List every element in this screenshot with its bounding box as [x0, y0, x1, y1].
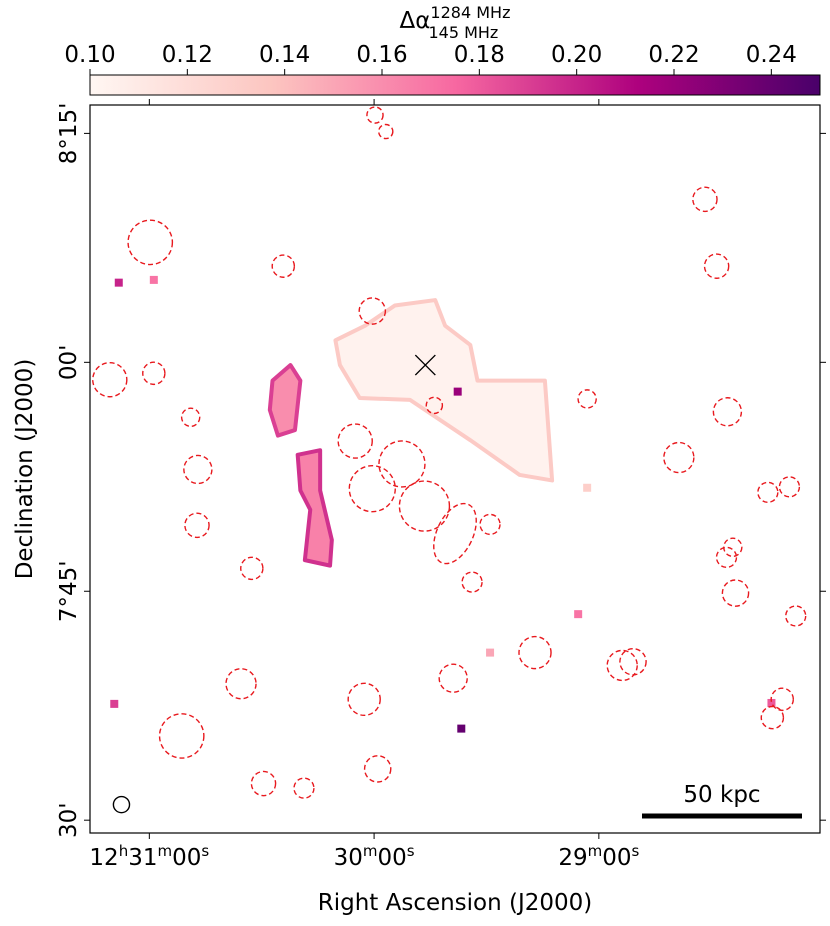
source-circle: [619, 647, 647, 676]
source-circle: [358, 297, 387, 325]
emission-region: [333, 298, 555, 483]
emission-spot: [149, 275, 158, 284]
emission-region: [267, 363, 303, 438]
colorbar-tick-label: 0.18: [454, 42, 505, 68]
source-circle: [723, 537, 743, 558]
source-circle: [293, 777, 315, 799]
emission-spot: [767, 698, 776, 707]
source-circle: [438, 663, 468, 693]
emission-spot: [453, 387, 462, 396]
source-circle: [785, 605, 807, 627]
colorbar-tick-label: 0.16: [356, 42, 407, 68]
source-circle: [142, 361, 166, 386]
emission-spot: [583, 483, 592, 492]
source-circle: [348, 465, 396, 513]
scale-bar-label: 50 kpc: [683, 782, 760, 808]
source-circle: [92, 361, 128, 398]
colorbar-label-sup: 1284 MHz: [430, 3, 510, 22]
emission-spot: [114, 278, 123, 287]
source-circle: [721, 579, 750, 607]
colorbar-label-base: Δα: [400, 8, 431, 34]
source-circle: [692, 186, 718, 213]
y-tick-label: 8°15': [56, 103, 82, 165]
source-circle: [778, 476, 801, 498]
source-circle: [271, 254, 296, 278]
x-tick-label: 12h31m00s: [89, 842, 209, 871]
source-circle: [703, 253, 730, 279]
colorbar-label: Δα1284 MHz 145 MHz: [400, 3, 511, 42]
frame: [89, 104, 821, 834]
source-circle: [712, 397, 743, 427]
source-ellipse: [433, 502, 477, 565]
source-circle: [518, 635, 552, 670]
source-circle: [425, 396, 444, 415]
center-cross: [414, 354, 436, 376]
colorbar-tick-label: 0.12: [162, 42, 213, 68]
map-area: [92, 106, 807, 799]
source-circle: [184, 512, 210, 539]
source-circle: [180, 407, 201, 428]
emission-spot: [574, 610, 583, 619]
y-tick-label: 7°45': [56, 560, 82, 622]
source-circle: [378, 123, 394, 140]
x-tick-label: 30m00s: [334, 842, 415, 871]
y-tick-label: 00': [56, 345, 82, 381]
colorbar-tick-label: 0.22: [648, 42, 699, 68]
x-axis-label: Right Ascension (J2000): [318, 890, 593, 916]
source-circle: [770, 687, 795, 712]
source-circle: [127, 219, 174, 266]
source-circle: [366, 106, 384, 124]
colorbar-tick-label: 0.10: [64, 42, 115, 68]
colorbar-label-sub: 145 MHz: [428, 23, 498, 42]
source-circle: [461, 571, 483, 593]
emission-spot: [110, 699, 119, 708]
source-circle: [760, 705, 785, 730]
colorbar: [89, 74, 821, 96]
source-circle: [479, 513, 501, 536]
source-circle: [663, 441, 695, 474]
source-circle: [337, 423, 373, 459]
source-circle: [363, 755, 392, 783]
source-circle: [378, 440, 426, 488]
beam: [112, 795, 131, 814]
colorbar-tick-label: 0.24: [746, 42, 797, 68]
colorbar-tick-label: 0.14: [259, 42, 310, 68]
emission-region: [295, 448, 334, 568]
source-circle: [577, 389, 597, 409]
source-circle: [715, 546, 738, 569]
source-circle: [347, 682, 381, 717]
source-circle: [606, 649, 638, 682]
source-circle: [250, 770, 277, 797]
source-circle: [183, 454, 213, 485]
y-axis-label: Declination (J2000): [12, 359, 38, 580]
source-circle: [225, 668, 257, 700]
x-tick-label: 29m00s: [558, 842, 639, 871]
source-circle: [398, 480, 451, 532]
source-circle: [158, 713, 205, 759]
emission-spot: [486, 648, 495, 657]
source-circle: [757, 481, 779, 504]
colorbar-tick-label: 0.20: [551, 42, 602, 68]
source-circle: [240, 556, 264, 581]
emission-spot: [457, 724, 466, 733]
y-tick-label: 30': [56, 802, 82, 838]
